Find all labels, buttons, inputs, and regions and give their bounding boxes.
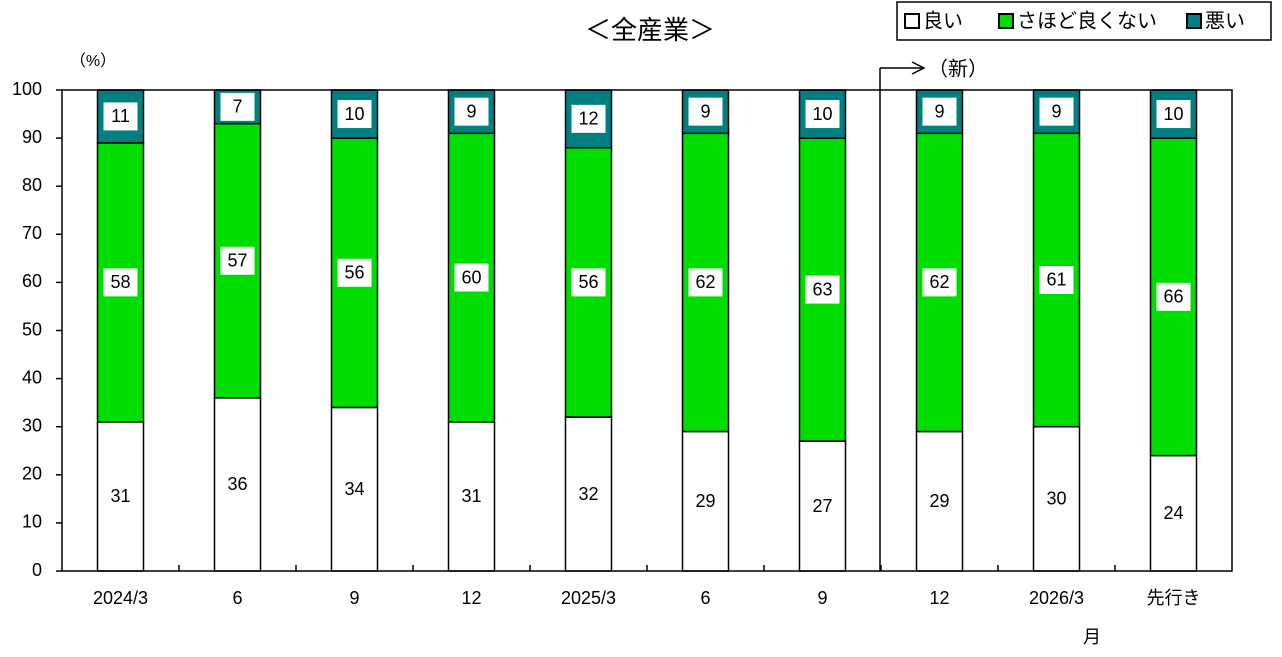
label-bg bbox=[922, 487, 957, 516]
data-label: 61 bbox=[1046, 270, 1066, 290]
legend-label: 良い bbox=[923, 9, 963, 32]
label-bg bbox=[688, 487, 723, 516]
label-bg bbox=[1039, 265, 1074, 294]
data-label: 30 bbox=[1046, 489, 1066, 509]
y-tick-label: 20 bbox=[22, 464, 42, 484]
data-label: 9 bbox=[466, 101, 476, 121]
label-bg bbox=[688, 268, 723, 297]
data-label: 34 bbox=[344, 479, 364, 499]
data-label: 29 bbox=[929, 491, 949, 511]
label-bg bbox=[103, 482, 138, 511]
legend-swatch bbox=[904, 13, 920, 29]
label-bg bbox=[337, 100, 372, 129]
x-tick-label: 12 bbox=[461, 588, 481, 608]
data-label: 62 bbox=[929, 272, 949, 292]
x-tick-label: 9 bbox=[349, 588, 359, 608]
arrow-head bbox=[911, 61, 926, 75]
data-label: 10 bbox=[1163, 104, 1183, 124]
label-bg bbox=[1156, 282, 1191, 311]
data-label: 27 bbox=[812, 496, 832, 516]
data-label: 11 bbox=[111, 106, 130, 126]
label-bg bbox=[454, 263, 489, 292]
label-bg bbox=[571, 480, 606, 509]
label-bg bbox=[1156, 499, 1191, 528]
label-bg bbox=[337, 258, 372, 287]
y-tick-label: 70 bbox=[22, 223, 42, 243]
label-bg bbox=[103, 102, 138, 131]
label-bg bbox=[571, 104, 606, 133]
data-label: 56 bbox=[578, 272, 598, 292]
data-label: 12 bbox=[578, 109, 598, 129]
label-bg bbox=[805, 492, 840, 521]
label-bg bbox=[103, 268, 138, 297]
label-bg bbox=[220, 470, 255, 499]
x-tick-label: 2024/3 bbox=[93, 588, 148, 608]
y-tick-label: 30 bbox=[22, 415, 42, 435]
data-label: 9 bbox=[1051, 101, 1061, 121]
legend-box bbox=[896, 1, 1272, 41]
label-bg bbox=[1156, 100, 1191, 129]
legend-swatch bbox=[998, 13, 1014, 29]
annotation: （新） bbox=[928, 57, 988, 80]
label-bg bbox=[454, 97, 489, 126]
y-tick-label: 10 bbox=[22, 512, 42, 532]
data-label: 9 bbox=[934, 101, 944, 121]
y-tick-label: 0 bbox=[32, 560, 42, 580]
data-label: 56 bbox=[344, 263, 364, 283]
plot-frame bbox=[61, 89, 1233, 572]
label-bg bbox=[220, 246, 255, 275]
y-tick-label: 60 bbox=[22, 271, 42, 291]
data-label: 36 bbox=[227, 474, 247, 494]
y-axis-label: （%） bbox=[70, 52, 116, 70]
label-bg bbox=[1039, 484, 1074, 513]
label-bg bbox=[1039, 97, 1074, 126]
y-tick-label: 50 bbox=[22, 319, 42, 339]
data-label: 31 bbox=[110, 486, 130, 506]
label-bg bbox=[922, 97, 957, 126]
label-bg bbox=[922, 268, 957, 297]
data-label: 29 bbox=[695, 491, 715, 511]
data-label: 9 bbox=[700, 101, 710, 121]
data-label: 10 bbox=[812, 104, 832, 124]
data-label: 58 bbox=[110, 272, 130, 292]
y-tick-label: 100 bbox=[12, 79, 42, 99]
data-label: 60 bbox=[461, 267, 481, 287]
x-tick-label: 12 bbox=[929, 588, 949, 608]
label-bg bbox=[805, 100, 840, 129]
x-tick-label: 6 bbox=[232, 588, 242, 608]
data-label: 63 bbox=[812, 279, 832, 299]
data-label: 32 bbox=[578, 484, 598, 504]
y-tick-label: 90 bbox=[22, 127, 42, 147]
chart-title: ＜全産業＞ bbox=[585, 15, 715, 45]
label-bg bbox=[337, 475, 372, 504]
y-tick-label: 40 bbox=[22, 367, 42, 387]
label-bg bbox=[805, 275, 840, 304]
x-tick-label: 2025/3 bbox=[561, 588, 616, 608]
legend-swatch bbox=[1186, 13, 1202, 29]
data-label: 62 bbox=[695, 272, 715, 292]
x-tick-label: 先行き bbox=[1147, 588, 1201, 608]
x-tick-label: 2026/3 bbox=[1029, 588, 1084, 608]
y-tick-label: 80 bbox=[22, 175, 42, 195]
label-bg bbox=[571, 268, 606, 297]
data-label: 66 bbox=[1163, 287, 1183, 307]
data-label: 7 bbox=[232, 97, 242, 117]
data-label: 24 bbox=[1163, 503, 1183, 523]
label-bg bbox=[688, 97, 723, 126]
label-bg bbox=[220, 92, 255, 121]
data-label: 31 bbox=[461, 486, 481, 506]
legend-label: 悪い bbox=[1205, 10, 1245, 32]
label-bg bbox=[454, 482, 489, 511]
x-tick-label: 6 bbox=[700, 588, 710, 608]
data-label: 57 bbox=[227, 251, 247, 271]
data-label: 10 bbox=[344, 104, 364, 124]
x-tick-label: 9 bbox=[817, 588, 827, 608]
x-axis-label: 月 bbox=[1083, 627, 1101, 647]
legend-label: さほど良くない bbox=[1017, 9, 1157, 32]
